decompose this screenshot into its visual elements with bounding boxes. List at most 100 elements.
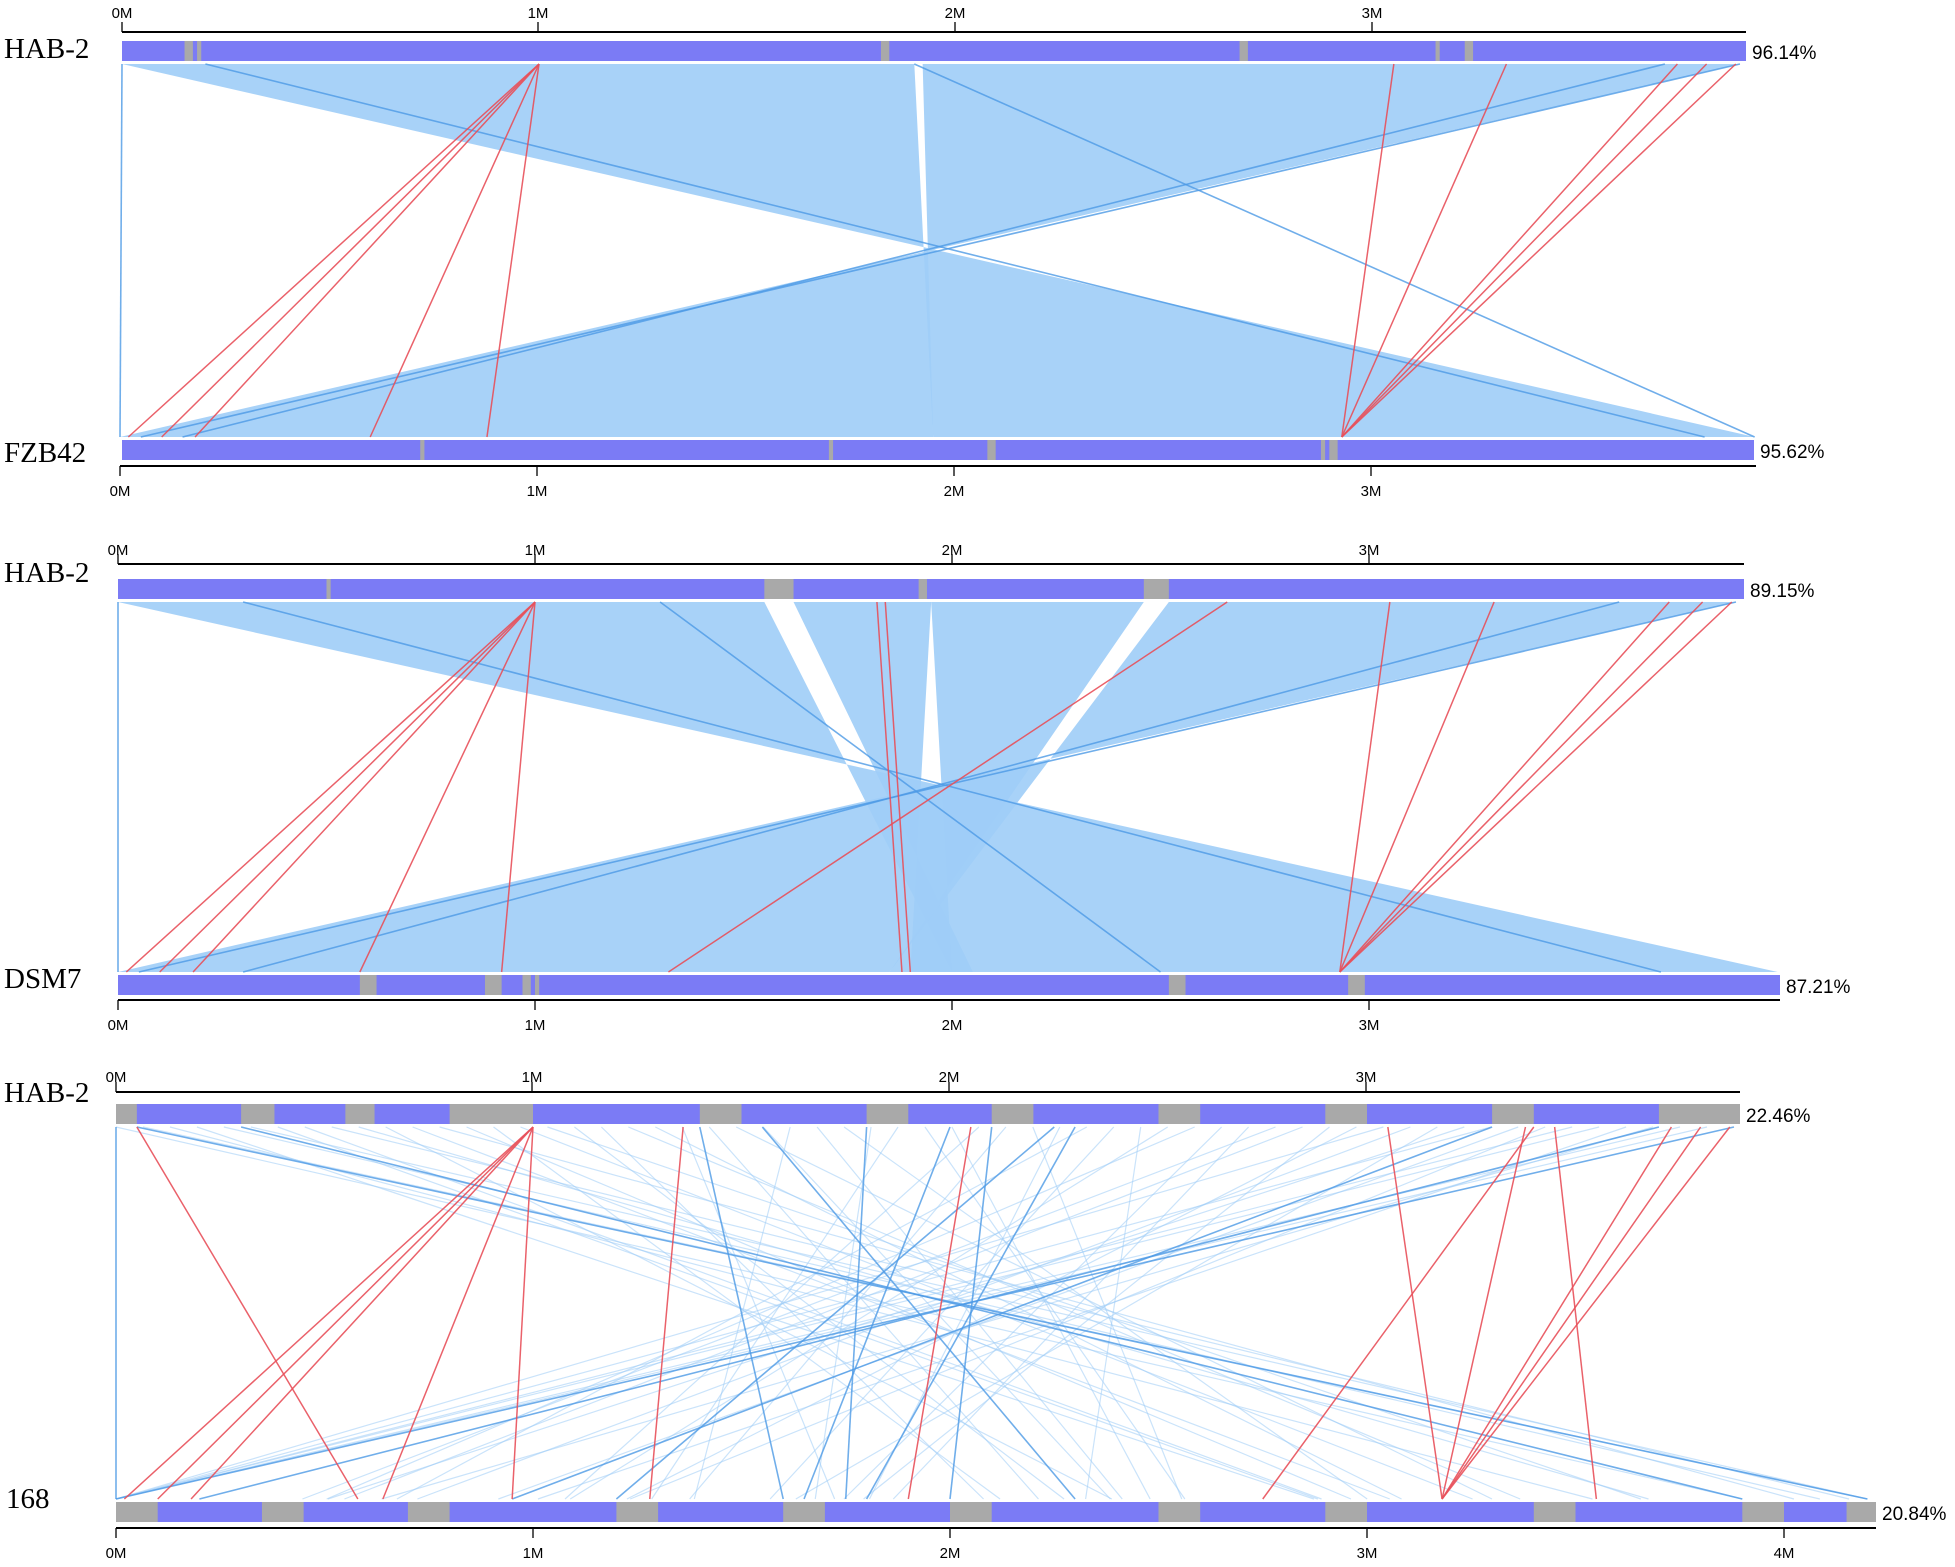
- ref-tick-label: 2M: [939, 1069, 960, 1086]
- collinear-link: [865, 1126, 1076, 1500]
- collinear-link: [951, 1126, 1151, 1500]
- query-axis: 0M 1M 2M 3M 4M: [106, 1527, 1876, 1562]
- inverted-link: [1339, 601, 1704, 973]
- aligned-region: [824, 1502, 950, 1522]
- comparison-panel-2: 0M 1M 2M 3M HAB-2 89.15% DSM7 87.21% 0M …: [4, 542, 1851, 1034]
- inverted-link: [511, 1126, 534, 1500]
- inverted-link: [157, 1126, 534, 1500]
- collinear-link: [115, 1126, 1708, 1500]
- unaligned-region: [535, 975, 540, 995]
- inverted-link: [486, 63, 540, 438]
- aligned-region: [1367, 1104, 1493, 1124]
- inverted-link: [1341, 63, 1395, 438]
- collinear-link: [913, 63, 1755, 438]
- collinear-link: [344, 1126, 1303, 1500]
- aligned-region: [533, 1104, 700, 1124]
- query-tick-label: 2M: [942, 1017, 963, 1034]
- collinear-link: [242, 601, 1662, 973]
- unaligned-region: [1348, 975, 1365, 995]
- inverted-link: [194, 63, 540, 438]
- query-genome-name: 168: [6, 1483, 50, 1515]
- aligned-region: [908, 1104, 992, 1124]
- collinear-link: [659, 601, 1161, 973]
- collinear-link: [761, 1126, 1076, 1500]
- query-genome-name: FZB42: [4, 437, 86, 469]
- collinear-link: [498, 1126, 1519, 1500]
- query-unaligned-regions: [359, 975, 1365, 995]
- aligned-region: [1533, 1104, 1659, 1124]
- unaligned-region: [420, 440, 425, 460]
- query-tick-label: 3M: [1359, 1017, 1380, 1034]
- aligned-region: [157, 1502, 262, 1522]
- query-tick-label: 0M: [106, 1545, 127, 1562]
- unaligned-region: [918, 579, 927, 599]
- unaligned-region: [1168, 975, 1186, 995]
- query-aligned-percent: 20.84%: [1882, 1504, 1947, 1525]
- inverted-link: [1341, 63, 1508, 438]
- collinear-link: [169, 1126, 1593, 1500]
- collinear-link: [1085, 1126, 1142, 1500]
- collinear-link: [302, 1126, 1276, 1500]
- ref-aligned-percent: 89.15%: [1750, 581, 1815, 602]
- inverted-link: [876, 601, 903, 973]
- query-unaligned-regions: [420, 440, 1338, 460]
- inverted-link: [1441, 1126, 1702, 1500]
- inverted-link: [369, 63, 540, 438]
- collinear-link: [196, 1126, 1315, 1500]
- comparison-panel-3: 0M 1M 2M 3M HAB-2 22.46% 168 20.84% 0M 1…: [4, 1069, 1947, 1562]
- collinear-link: [655, 1126, 1402, 1500]
- query-tick-label: 4M: [1774, 1545, 1795, 1562]
- collinear-link: [140, 63, 1741, 438]
- unaligned-region: [764, 579, 794, 599]
- collinear-link: [628, 1126, 1521, 1500]
- ref-tick-label: 0M: [106, 1069, 127, 1086]
- unaligned-region: [1435, 41, 1440, 61]
- unaligned-region: [484, 975, 502, 995]
- collinear-link: [689, 1126, 1007, 1500]
- inverted-link: [668, 601, 1228, 973]
- ref-unaligned-regions: [326, 579, 1169, 599]
- collinear-link: [615, 1126, 1055, 1500]
- collinear-block: [118, 602, 1736, 972]
- unaligned-region: [1143, 579, 1169, 599]
- collinear-link: [708, 1126, 1039, 1500]
- aligned-region: [1033, 1104, 1159, 1124]
- collinear-link: [547, 1126, 1642, 1500]
- ref-tick-label: 3M: [1362, 5, 1383, 22]
- collinear-link: [520, 1126, 1473, 1500]
- query-axis: 0M 1M 2M 3M: [110, 465, 1756, 500]
- aligned-region: [1367, 1502, 1534, 1522]
- aligned-region: [449, 1502, 617, 1522]
- inverted-link: [907, 1126, 972, 1500]
- unaligned-region: [522, 975, 531, 995]
- inverted-link: [500, 601, 536, 973]
- query-tick-label: 1M: [523, 1545, 544, 1562]
- collinear-link: [304, 1126, 1322, 1500]
- aligned-region: [991, 1502, 1159, 1522]
- collinear-link: [574, 1126, 1065, 1500]
- collinear-link: [1032, 1126, 1183, 1500]
- inverted-link: [1441, 1126, 1527, 1500]
- ref-axis: 0M 1M 2M 3M: [108, 542, 1744, 565]
- query-genome-bar: [122, 440, 1754, 460]
- collinear-link: [115, 1126, 1492, 1500]
- query-axis: 0M 1M 2M 3M: [108, 999, 1780, 1034]
- ref-genome-bar: [118, 579, 1744, 599]
- ref-tick-label: 0M: [108, 542, 129, 559]
- inverted-link: [1341, 63, 1678, 438]
- unaligned-region: [880, 41, 890, 61]
- unaligned-region: [1239, 41, 1248, 61]
- query-tick-label: 3M: [1361, 483, 1382, 500]
- ref-genome-name: HAB-2: [4, 557, 89, 589]
- collinear-link: [564, 1126, 980, 1500]
- query-tick-label: 0M: [108, 1017, 129, 1034]
- collinear-link: [466, 1126, 1352, 1500]
- unaligned-region: [326, 579, 331, 599]
- collinear-link: [242, 601, 1620, 973]
- aligned-region: [658, 1502, 784, 1522]
- collinear-block: [120, 64, 1740, 437]
- ref-tick-label: 1M: [528, 5, 549, 22]
- unaligned-region: [1329, 440, 1338, 460]
- ref-aligned-percent: 22.46%: [1746, 1106, 1811, 1127]
